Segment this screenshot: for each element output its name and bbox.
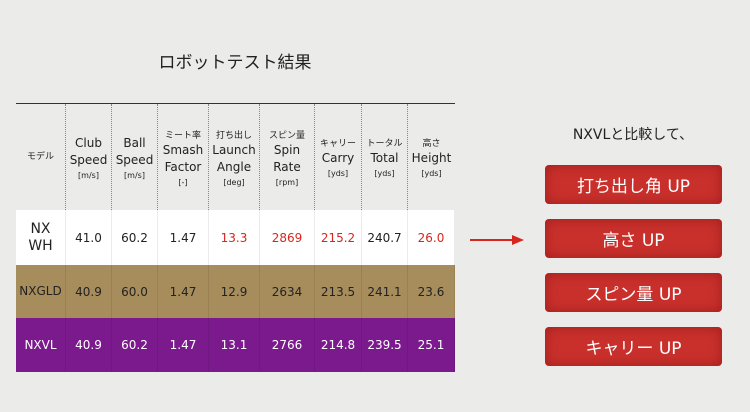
header-label: Speed <box>115 152 154 167</box>
header-cell: Club Speed [m/s] <box>66 104 112 210</box>
header-unit: [yds] <box>421 169 442 178</box>
table-top-border <box>16 103 455 104</box>
value-cell: 60.2 <box>112 318 158 372</box>
value-cell: 40.9 <box>66 265 112 318</box>
model-cell: NXGLD <box>16 265 66 318</box>
value-cell: 2869 <box>260 210 315 265</box>
value-cell: 25.1 <box>408 318 455 372</box>
value-cell: 215.2 <box>315 210 362 265</box>
header-unit: [-] <box>178 177 188 187</box>
header-label: Rate <box>273 159 301 174</box>
value-cell: 60.0 <box>112 265 158 318</box>
header-jp: 高さ <box>422 139 441 149</box>
header-label: Total <box>370 151 399 165</box>
value-cell: 213.5 <box>315 265 362 318</box>
header-jp: キャリー <box>319 139 356 149</box>
value-cell: 240.7 <box>362 210 408 265</box>
header-label: Factor <box>164 159 202 174</box>
header-cell: キャリー Carry [yds] <box>315 104 362 210</box>
header-unit: [m/s] <box>124 170 145 180</box>
header-label: Spin <box>273 142 301 157</box>
header-jp: スピン量 <box>268 130 305 141</box>
header-cell: 高さ Height [yds] <box>408 104 455 210</box>
value-cell: 23.6 <box>408 265 455 318</box>
header-label: Ball <box>123 135 146 150</box>
comparison-item: キャリー UP <box>545 327 722 366</box>
value-cell: 26.0 <box>408 210 455 265</box>
comparison-heading: NXVLと比較して、 <box>572 127 694 143</box>
value-cell: 214.8 <box>315 318 362 372</box>
row-background <box>16 265 455 318</box>
arrow <box>470 235 524 245</box>
header-unit: [yds] <box>327 169 349 178</box>
header-jp: 打ち出し <box>215 130 252 141</box>
header-label: Smash <box>162 142 204 157</box>
header-unit: [deg] <box>223 177 245 187</box>
header-unit: [rpm] <box>275 177 299 187</box>
header-label: Club <box>75 135 102 150</box>
value-cell: 13.1 <box>209 318 260 372</box>
header-cell: スピン量 Spin Rate [rpm] <box>260 104 315 210</box>
value-cell: 12.9 <box>209 265 260 318</box>
header-label: Carry <box>321 151 355 165</box>
value-cell: 40.9 <box>66 318 112 372</box>
comparison-item: 打ち出し角 UP <box>545 165 722 204</box>
value-cell: 1.47 <box>158 210 209 265</box>
value-cell: 2766 <box>260 318 315 372</box>
model-name: NX <box>30 220 51 237</box>
row-background <box>16 210 455 265</box>
value-cell: 2634 <box>260 265 315 318</box>
header-unit: [yds] <box>374 169 395 178</box>
header-unit: [m/s] <box>78 170 99 180</box>
value-cell: 41.0 <box>66 210 112 265</box>
comparison-item: スピン量 UP <box>545 273 722 312</box>
value-cell: 241.1 <box>362 265 408 318</box>
model-name: NXGLD <box>19 284 62 298</box>
header-cell: トータル Total [yds] <box>362 104 408 210</box>
header-cell: モデル <box>16 104 66 210</box>
model-cell: NX WH <box>16 210 66 265</box>
value-cell: 1.47 <box>158 265 209 318</box>
model-name: WH <box>28 237 53 254</box>
header-cell: Ball Speed [m/s] <box>112 104 158 210</box>
model-cell: NXVL <box>16 318 66 372</box>
header-label: Speed <box>69 152 108 167</box>
header-cell: ミート率 Smash Factor [-] <box>158 104 209 210</box>
model-name: NXVL <box>24 337 57 352</box>
value-cell: 60.2 <box>112 210 158 265</box>
value-cell: 239.5 <box>362 318 408 372</box>
row-background <box>16 318 455 372</box>
header-cell: 打ち出し Launch Angle [deg] <box>209 104 260 210</box>
header-label: Launch <box>212 142 256 157</box>
header-jp: ミート率 <box>164 130 201 141</box>
value-cell: 13.3 <box>209 210 260 265</box>
header-label: モデル <box>26 151 54 162</box>
header-label: Angle <box>216 159 252 174</box>
comparison-item: 高さ UP <box>545 219 722 258</box>
header-jp: トータル <box>366 139 403 149</box>
header-label: Height <box>411 151 452 165</box>
value-cell: 1.47 <box>158 318 209 372</box>
title: ロボットテスト結果 <box>158 53 312 73</box>
